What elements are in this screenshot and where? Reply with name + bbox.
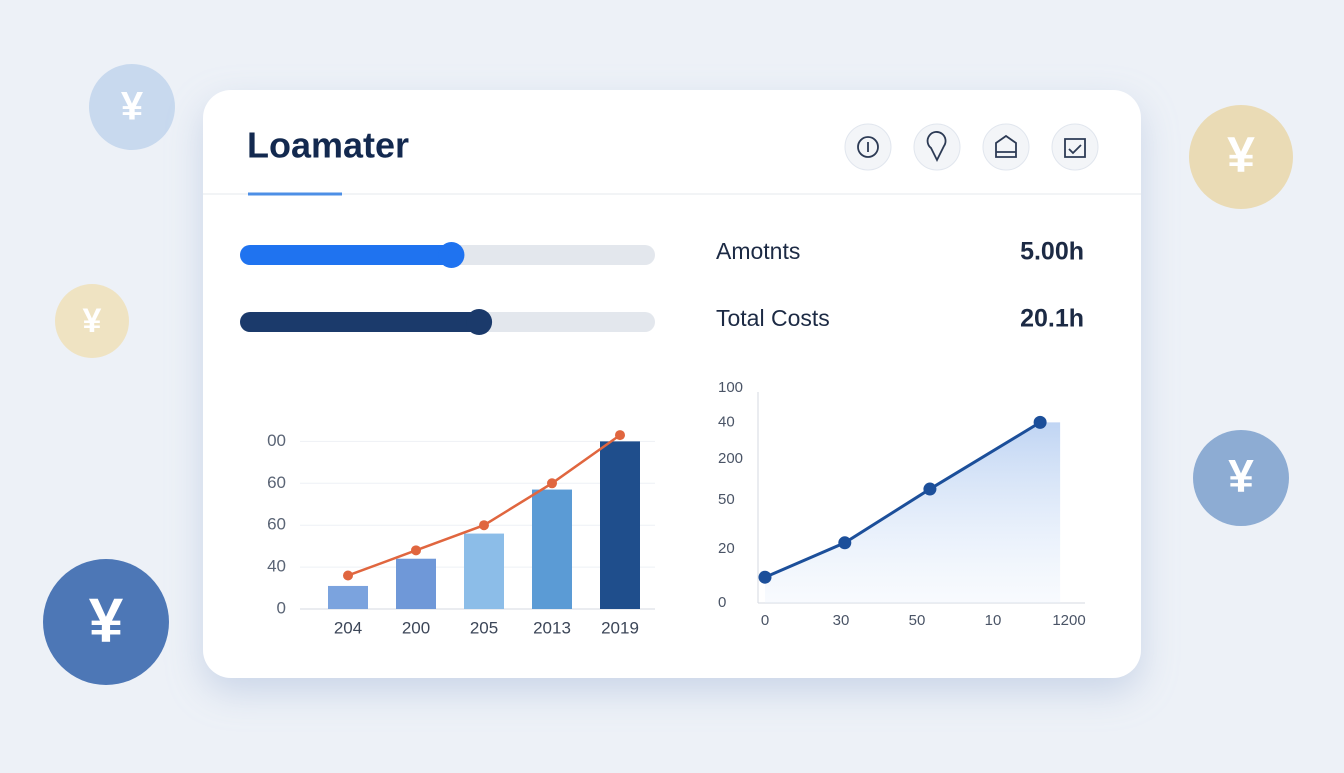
bar — [600, 441, 640, 609]
coin-symbol: ¥ — [1227, 127, 1255, 183]
home-button[interactable] — [982, 123, 1030, 171]
stat-value: 5.00h — [1020, 238, 1084, 266]
y-tick-label: 20 — [718, 540, 735, 557]
x-tick-label: 50 — [909, 612, 926, 629]
coin — [1193, 430, 1289, 526]
coins: ¥ ¥ ¥ ¥ ¥ — [43, 64, 1293, 685]
icon — [857, 136, 879, 158]
y-tick-label: 0 — [718, 594, 726, 611]
toolbar-icons — [857, 131, 1086, 163]
coin — [1189, 105, 1293, 209]
app-title: Loamater — [247, 125, 409, 166]
line-point — [615, 430, 625, 441]
y-tick-label: 60 — [267, 515, 286, 534]
bar — [328, 585, 368, 609]
slider-thumb[interactable] — [466, 309, 493, 335]
line-point — [758, 570, 772, 584]
line-point — [547, 478, 557, 489]
bar — [396, 558, 436, 609]
x-tick-label: 200 — [402, 618, 430, 637]
stat-value: 20.1h — [1020, 305, 1084, 333]
y-tick-label: 0 — [277, 598, 286, 617]
x-tick-label: 2019 — [601, 618, 639, 637]
stat-label: Amotnts — [716, 238, 800, 264]
area — [765, 422, 1061, 603]
coin — [55, 284, 129, 358]
inbox-button[interactable] — [1051, 123, 1099, 171]
x-tick-label: 2013 — [533, 618, 571, 637]
coin-symbol: ¥ — [121, 85, 144, 129]
coin-symbol: ¥ — [83, 302, 102, 340]
y-tick-label: 200 — [718, 450, 743, 467]
bar — [464, 533, 504, 609]
coin-symbol: ¥ — [1228, 450, 1254, 502]
icon — [926, 131, 947, 163]
stat-label: Total Costs — [716, 305, 830, 331]
y-tick-label: 40 — [267, 557, 286, 576]
bar — [532, 489, 572, 609]
y-tick-label: 60 — [267, 473, 286, 492]
y-tick-label: 00 — [267, 431, 286, 450]
line-point — [479, 520, 489, 531]
coin — [89, 64, 175, 150]
line-point — [411, 545, 421, 556]
line-point — [923, 482, 937, 496]
x-tick-label: 10 — [985, 612, 1002, 629]
x-tick-label: 0 — [761, 612, 769, 629]
line-point — [838, 536, 852, 550]
line-point — [1033, 415, 1047, 429]
x-tick-label: 204 — [334, 618, 362, 637]
x-tick-label: 30 — [833, 612, 850, 629]
y-tick-label: 50 — [718, 491, 735, 508]
icon — [995, 134, 1017, 158]
coin — [43, 559, 169, 685]
tip-button[interactable] — [913, 123, 961, 171]
line — [764, 421, 1041, 579]
line-point — [343, 570, 353, 581]
slider-thumb[interactable] — [438, 242, 465, 268]
x-tick-label: 1200 — [1052, 612, 1085, 629]
y-tick-label: 100 — [718, 379, 743, 396]
coin-symbol: ¥ — [89, 586, 124, 655]
icon — [1064, 138, 1086, 158]
y-tick-label: 40 — [718, 413, 735, 430]
sliders — [240, 242, 655, 335]
x-tick-label: 205 — [470, 618, 498, 637]
